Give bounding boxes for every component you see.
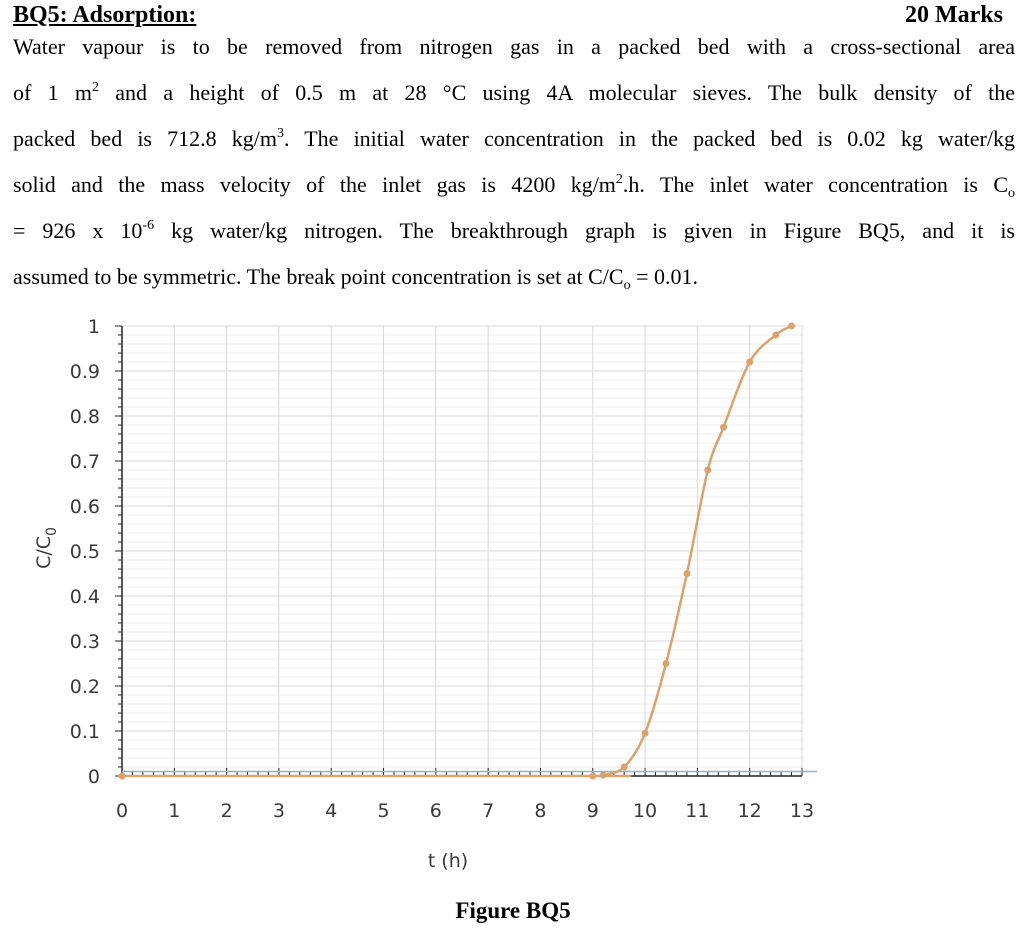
paragraph-text: of 1 m bbox=[13, 80, 92, 105]
paragraph-text: assumed to be symmetric. The break point… bbox=[13, 264, 624, 289]
paragraph-text: .h. The inlet water concentration is C bbox=[622, 172, 1008, 197]
data-point bbox=[683, 570, 691, 577]
paragraph-text: solid and the mass velocity of the inlet… bbox=[13, 172, 616, 197]
figure-caption-text: Figure BQ5 bbox=[455, 898, 571, 923]
data-point bbox=[589, 772, 597, 780]
paragraph-text: Water vapour is to be removed from nitro… bbox=[13, 34, 1015, 59]
paragraph-text: and a height of 0.5 m at 28 °C using 4A … bbox=[99, 80, 1015, 105]
breakthrough-chart: 00.10.20.30.40.50.60.70.80.910 1 2 3 4 5 6 7 8 9 1… bbox=[33, 316, 817, 872]
paragraph-line-6: assumed to be symmetric. The break point… bbox=[13, 258, 1015, 304]
data-point bbox=[720, 423, 728, 431]
data-point bbox=[772, 331, 780, 339]
paragraph-line-2: of 1 m2 and a height of 0.5 m at 28 °C u… bbox=[13, 74, 1015, 120]
question-marks: 20 Marks bbox=[905, 2, 1003, 28]
superscript: 2 bbox=[92, 80, 99, 95]
y-tick-label: 1 bbox=[88, 316, 100, 338]
y-axis-title-main: C/C bbox=[33, 536, 55, 569]
chart-series bbox=[118, 322, 796, 780]
y-tick-label: 0.1 bbox=[70, 721, 100, 743]
x-tick-label: 12 bbox=[738, 800, 762, 822]
paragraph-text: kg water/kg nitrogen. The breakthrough g… bbox=[154, 218, 1015, 243]
x-tick-label: 8 bbox=[534, 800, 546, 822]
x-tick-label: 5 bbox=[377, 800, 389, 822]
y-tick-label: 0.8 bbox=[70, 406, 100, 428]
paragraph-text: = 0.01. bbox=[630, 264, 698, 289]
data-point bbox=[746, 358, 754, 366]
x-tick-label: 6 bbox=[430, 800, 442, 822]
x-tick-label: 4 bbox=[325, 800, 337, 822]
subscript: o bbox=[623, 278, 631, 293]
y-tick-label: 0.2 bbox=[70, 676, 100, 698]
question-paragraph: Water vapour is to be removed from nitro… bbox=[13, 28, 1015, 304]
y-axis-title: C/C0 bbox=[33, 527, 60, 569]
x-tick-label: 2 bbox=[221, 800, 233, 822]
superscript: 3 bbox=[277, 126, 284, 141]
superscript: -6 bbox=[142, 218, 155, 233]
x-axis-title: t (h) bbox=[428, 850, 468, 872]
paragraph-text: = 926 x 10 bbox=[13, 218, 143, 243]
series-line bbox=[121, 324, 793, 778]
y-tick-label: 0.9 bbox=[70, 361, 100, 383]
data-point bbox=[788, 322, 796, 330]
x-tick-label: 0 bbox=[116, 800, 128, 822]
y-tick-label: 0.6 bbox=[70, 496, 100, 518]
y-tick-label: 0 bbox=[88, 766, 100, 788]
chart-grid bbox=[121, 325, 803, 777]
x-tick-label: 13 bbox=[790, 800, 814, 822]
superscript: 2 bbox=[615, 172, 623, 187]
chart-labels: 00.10.20.30.40.50.60.70.80.910 1 2 3 4 5 6 7 8 9 1… bbox=[70, 316, 814, 822]
data-point bbox=[620, 763, 628, 771]
x-tick-label: 3 bbox=[273, 800, 285, 822]
data-point bbox=[662, 660, 670, 667]
x-tick-label: 9 bbox=[587, 800, 599, 822]
question-title: BQ5: Adsorption: bbox=[13, 2, 197, 28]
paragraph-text: . The initial water concentration in the… bbox=[284, 126, 1015, 151]
y-tick-label: 0.3 bbox=[70, 631, 100, 653]
x-tick-label: 7 bbox=[482, 800, 494, 822]
y-tick-label: 0.7 bbox=[70, 451, 100, 473]
x-tick-label: 10 bbox=[633, 800, 657, 822]
paragraph-text: packed bed is 712.8 kg/m bbox=[13, 126, 277, 151]
data-point bbox=[704, 466, 712, 474]
x-tick-label: 1 bbox=[168, 800, 180, 822]
subscript: o bbox=[1008, 186, 1015, 201]
data-point bbox=[118, 772, 126, 780]
data-point bbox=[599, 771, 607, 779]
paragraph-line-5: = 926 x 10-6 kg water/kg nitrogen. The b… bbox=[13, 212, 1015, 258]
paragraph-line-4: solid and the mass velocity of the inlet… bbox=[13, 166, 1015, 212]
data-point bbox=[641, 729, 649, 737]
question-header: BQ5: Adsorption: 20 Marks bbox=[13, 2, 1003, 30]
paragraph-line-1: Water vapour is to be removed from nitro… bbox=[13, 28, 1015, 74]
y-tick-label: 0.4 bbox=[70, 586, 100, 608]
paragraph-line-3: packed bed is 712.8 kg/m3. The initial w… bbox=[13, 120, 1015, 166]
figure-caption: Figure BQ5 bbox=[0, 898, 1024, 924]
x-tick-label: 11 bbox=[685, 800, 709, 822]
y-tick-label: 0.5 bbox=[70, 541, 100, 563]
y-axis-title-subscript: 0 bbox=[44, 527, 60, 536]
